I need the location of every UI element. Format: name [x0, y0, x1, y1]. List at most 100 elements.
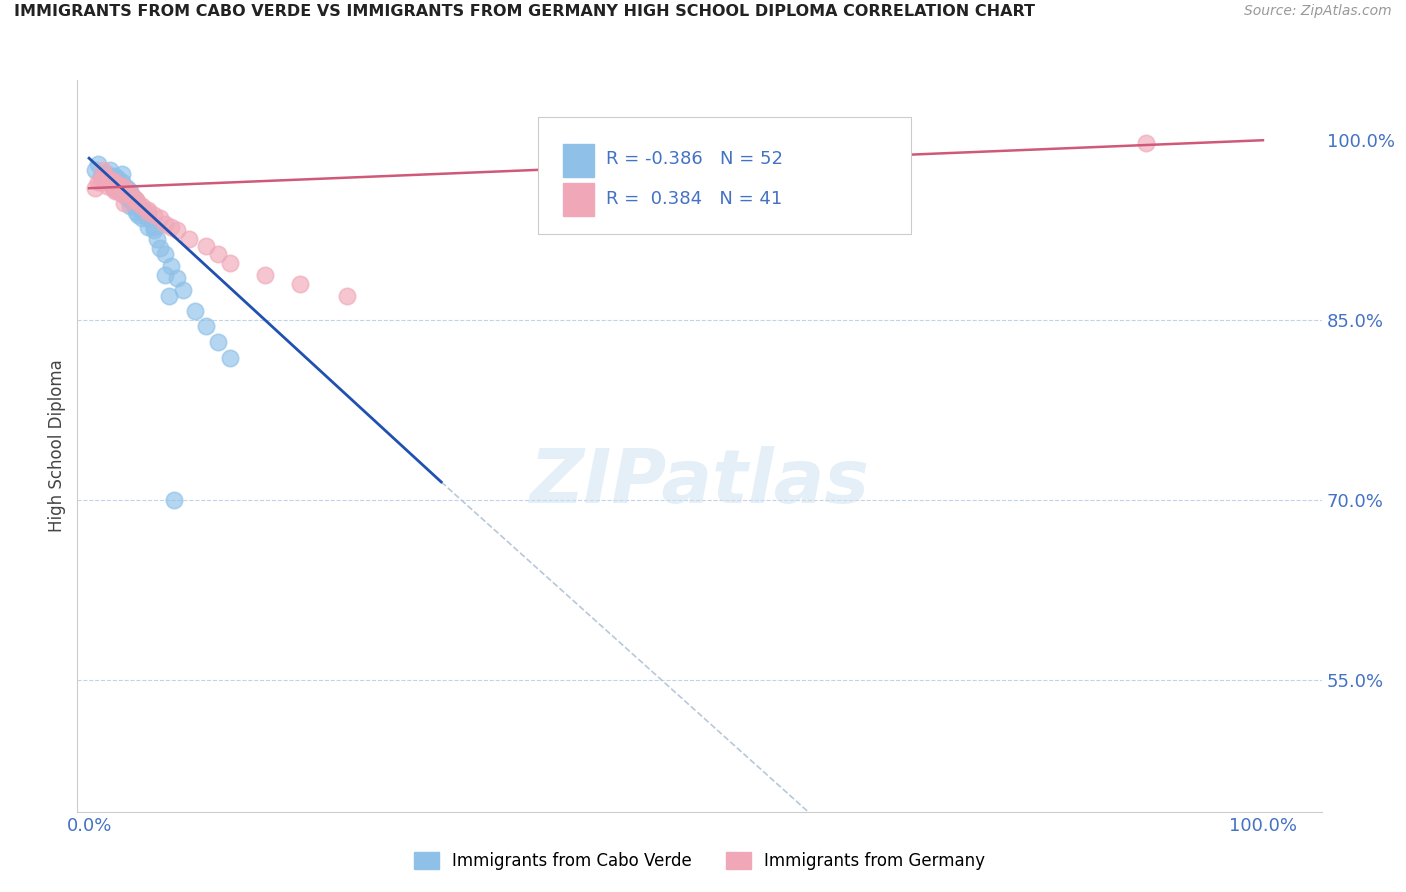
- Point: [125, 205, 148, 219]
- Point: [112, 181, 135, 195]
- Text: ZIPatlas: ZIPatlas: [530, 446, 869, 519]
- Point: [127, 199, 149, 213]
- Point: [336, 289, 359, 303]
- Point: [166, 223, 188, 237]
- Point: [91, 169, 114, 184]
- Point: [160, 259, 183, 273]
- Point: [91, 171, 114, 186]
- Point: [107, 184, 129, 198]
- Point: [172, 283, 194, 297]
- Point: [136, 205, 159, 219]
- Point: [107, 178, 129, 193]
- Legend: Immigrants from Cabo Verde, Immigrants from Germany: Immigrants from Cabo Verde, Immigrants f…: [408, 845, 991, 877]
- Point: [107, 184, 129, 198]
- Point: [112, 178, 135, 193]
- Point: [148, 241, 170, 255]
- Point: [104, 169, 127, 184]
- Point: [146, 231, 169, 245]
- Point: [98, 163, 121, 178]
- Text: R = -0.386   N = 52: R = -0.386 N = 52: [606, 150, 783, 169]
- Point: [1135, 136, 1157, 150]
- Point: [111, 175, 134, 189]
- Point: [122, 191, 145, 205]
- Point: [90, 169, 112, 184]
- Point: [84, 181, 107, 195]
- Point: [142, 219, 165, 234]
- Point: [136, 219, 159, 234]
- Point: [101, 175, 124, 189]
- Point: [155, 217, 177, 231]
- Point: [90, 175, 112, 189]
- Point: [219, 255, 242, 269]
- Point: [84, 163, 107, 178]
- Point: [111, 187, 134, 202]
- Point: [127, 195, 149, 210]
- Point: [162, 492, 184, 507]
- Y-axis label: High School Diploma: High School Diploma: [48, 359, 66, 533]
- Point: [120, 193, 142, 207]
- Point: [125, 193, 148, 207]
- Point: [111, 184, 134, 198]
- Point: [101, 181, 124, 195]
- Point: [104, 175, 127, 189]
- Point: [111, 167, 134, 181]
- Point: [148, 211, 170, 226]
- Text: Source: ZipAtlas.com: Source: ZipAtlas.com: [1244, 4, 1392, 19]
- Point: [290, 277, 312, 292]
- Point: [120, 199, 142, 213]
- Point: [131, 202, 153, 217]
- Point: [107, 178, 129, 193]
- Point: [207, 334, 229, 349]
- Point: [136, 202, 159, 217]
- Point: [142, 223, 165, 237]
- Point: [87, 157, 110, 171]
- Point: [104, 178, 127, 193]
- Point: [122, 199, 145, 213]
- Point: [96, 178, 118, 193]
- Point: [131, 199, 153, 213]
- Point: [96, 167, 118, 181]
- Point: [104, 184, 127, 198]
- Point: [157, 289, 180, 303]
- Point: [115, 184, 138, 198]
- Point: [120, 187, 142, 202]
- Text: R =  0.384   N = 41: R = 0.384 N = 41: [606, 190, 782, 208]
- Point: [131, 202, 153, 217]
- FancyBboxPatch shape: [537, 117, 911, 234]
- Point: [183, 303, 205, 318]
- Point: [120, 187, 142, 202]
- Point: [96, 171, 118, 186]
- Point: [125, 193, 148, 207]
- FancyBboxPatch shape: [562, 144, 593, 177]
- Point: [195, 319, 218, 334]
- Point: [115, 181, 138, 195]
- Point: [254, 268, 277, 282]
- Point: [195, 239, 218, 253]
- Point: [91, 163, 114, 178]
- Point: [111, 178, 134, 193]
- Point: [131, 211, 153, 226]
- Point: [155, 247, 177, 261]
- Point: [127, 208, 149, 222]
- Point: [101, 175, 124, 189]
- Point: [101, 181, 124, 195]
- Point: [155, 268, 177, 282]
- Point: [134, 208, 156, 222]
- Point: [96, 175, 118, 189]
- Point: [115, 191, 138, 205]
- FancyBboxPatch shape: [562, 183, 593, 216]
- Point: [177, 231, 200, 245]
- Point: [87, 175, 110, 189]
- Text: IMMIGRANTS FROM CABO VERDE VS IMMIGRANTS FROM GERMANY HIGH SCHOOL DIPLOMA CORREL: IMMIGRANTS FROM CABO VERDE VS IMMIGRANTS…: [14, 4, 1035, 20]
- Point: [120, 187, 142, 202]
- Point: [142, 208, 165, 222]
- Point: [112, 195, 135, 210]
- Point: [107, 171, 129, 186]
- Point: [120, 184, 142, 198]
- Point: [219, 351, 242, 366]
- Point: [98, 171, 121, 186]
- Point: [160, 219, 183, 234]
- Point: [207, 247, 229, 261]
- Point: [166, 271, 188, 285]
- Point: [136, 211, 159, 226]
